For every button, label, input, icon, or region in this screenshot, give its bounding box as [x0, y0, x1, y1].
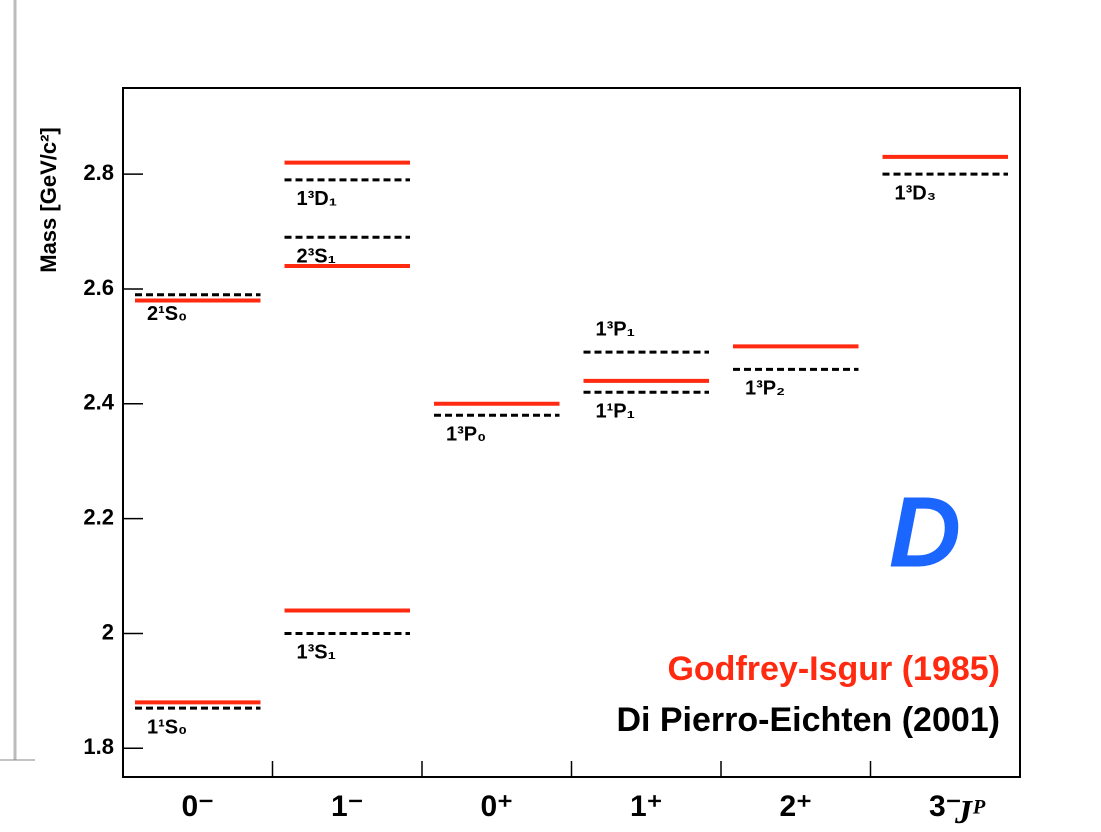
state-label: 1¹S₀ — [147, 716, 187, 738]
x-tick-label: 0⁺ — [480, 790, 513, 823]
state-label: 2³S₁ — [297, 246, 336, 268]
state-label: 1¹P₁ — [596, 401, 635, 423]
y-tick-label: 2.6 — [83, 275, 114, 300]
x-tick-label: 2⁺ — [779, 790, 812, 823]
state-label: 1³P₀ — [446, 424, 486, 446]
state-label: 2¹S₀ — [147, 303, 187, 325]
state-label: 1³P₁ — [596, 318, 635, 340]
legend-entry: Di Pierro-Eichten (2001) — [616, 701, 1000, 739]
x-tick-label: 3⁻ — [929, 790, 962, 823]
state-label: 1³D₃ — [895, 182, 936, 204]
y-tick-label: 2.8 — [83, 160, 114, 185]
y-tick-label: 2 — [102, 619, 114, 644]
x-tick-label: 1⁻ — [331, 790, 364, 823]
x-tick-label: 0⁻ — [181, 790, 214, 823]
x-axis-label: Jᴾ — [954, 794, 986, 831]
x-tick-label: 1⁺ — [630, 790, 663, 823]
state-label: 1³S₁ — [297, 642, 336, 664]
state-label: 1³D₁ — [297, 188, 338, 210]
state-label: 1³P₂ — [745, 378, 785, 400]
y-tick-label: 2.2 — [83, 504, 114, 529]
y-axis-label: Mass [GeV/c²] — [36, 127, 61, 273]
y-tick-label: 1.8 — [83, 734, 114, 759]
legend-entry: Godfrey-Isgur (1985) — [667, 650, 1000, 688]
annotation: D — [889, 476, 961, 588]
y-tick-label: 2.4 — [83, 390, 114, 415]
